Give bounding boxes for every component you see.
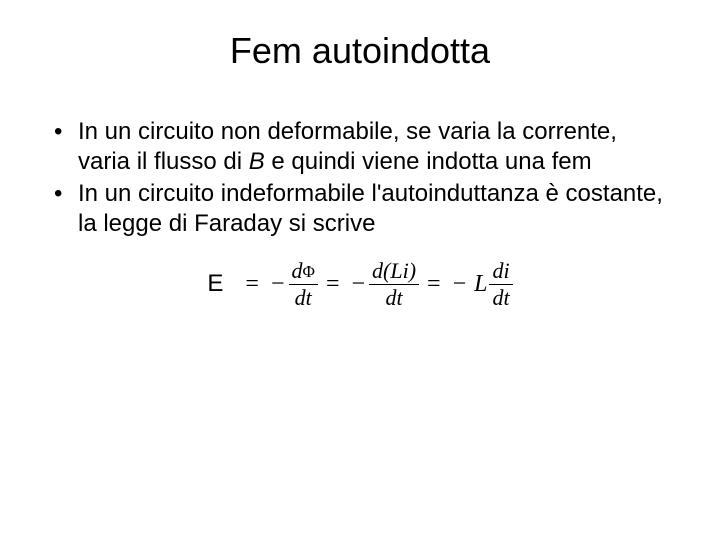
differential-d: d	[292, 258, 303, 283]
fraction-dphi-dt: dΦ dt	[289, 259, 318, 310]
fraction-denominator: dt	[489, 285, 512, 310]
fraction-denominator: dt	[292, 285, 315, 310]
equation-container: E = − dΦ dt = − d(Li) dt = − L di dt	[50, 259, 670, 310]
fraction-numerator: di	[489, 259, 512, 285]
equals-sign: =	[245, 271, 259, 298]
slide: Fem autoindotta In un circuito non defor…	[0, 0, 720, 360]
bullet-item: In un circuito indeformabile l'autoindut…	[50, 179, 670, 239]
minus-sign: −	[271, 271, 285, 298]
coefficient-l: L	[474, 271, 487, 298]
bullet-item: In un circuito non deformabile, se varia…	[50, 117, 670, 177]
fraction-numerator: d(Li)	[369, 259, 419, 285]
phi-symbol: Φ	[303, 262, 315, 281]
bullet-text-post: e quindi viene indotta una fem	[265, 148, 592, 175]
bullet-text-em: B	[249, 148, 265, 175]
fraction-dli-dt: d(Li) dt	[369, 259, 419, 310]
fraction-numerator: dΦ	[289, 259, 318, 285]
fraction-denominator: dt	[382, 285, 405, 310]
minus-sign: −	[351, 271, 365, 298]
minus-sign: −	[453, 271, 467, 298]
bullet-list: In un circuito non deformabile, se varia…	[50, 117, 670, 239]
equals-sign: =	[326, 271, 340, 298]
equals-sign: =	[427, 271, 441, 298]
faraday-equation: E = − dΦ dt = − d(Li) dt = − L di dt	[207, 259, 512, 310]
slide-title: Fem autoindotta	[50, 30, 670, 72]
equation-lhs: E	[207, 270, 223, 298]
fraction-di-dt: di dt	[489, 259, 512, 310]
bullet-text-pre: In un circuito indeformabile l'autoindut…	[78, 180, 663, 237]
